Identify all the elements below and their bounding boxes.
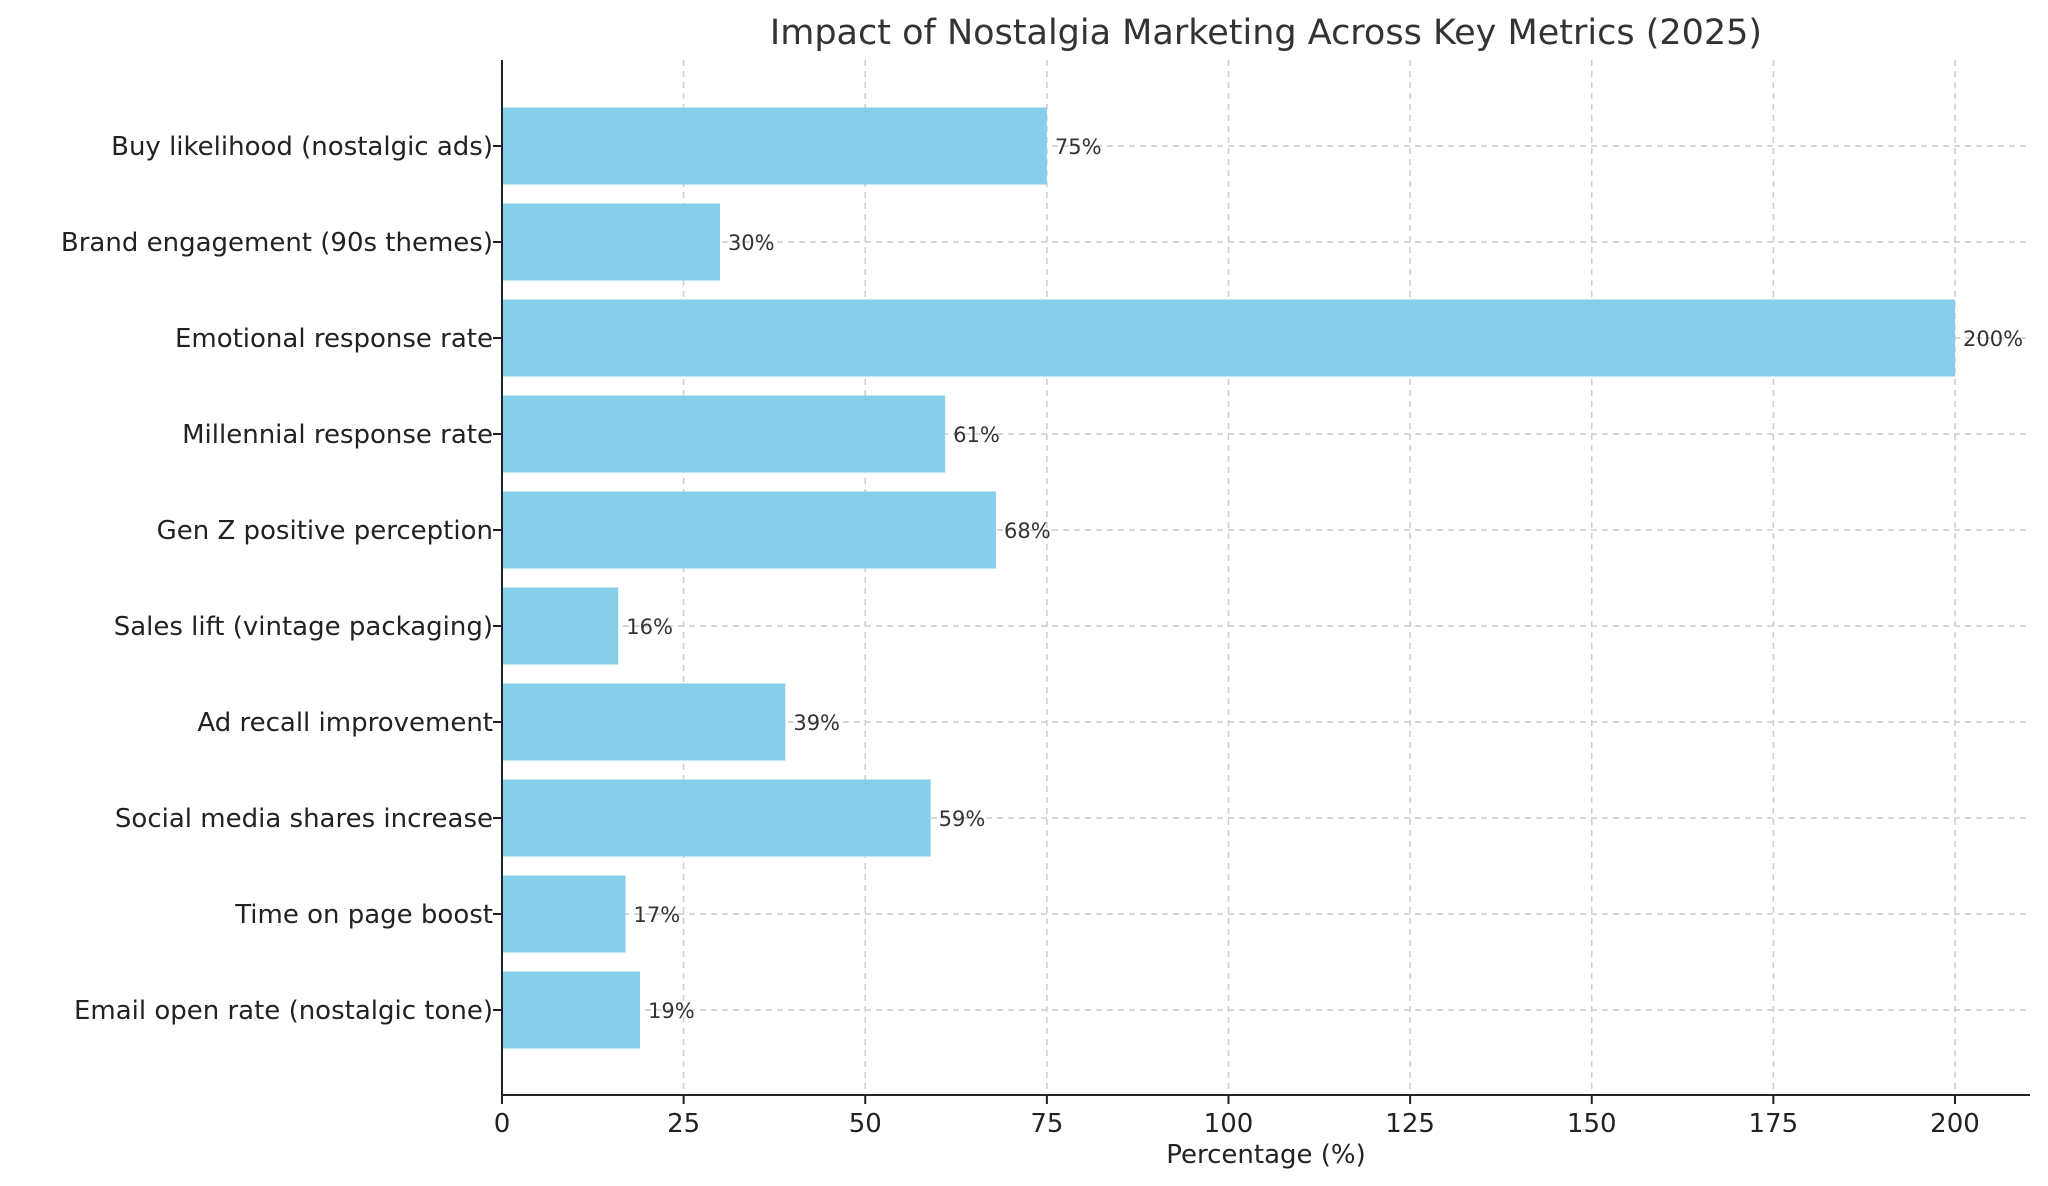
bar-value-label: 68% (1004, 519, 1051, 543)
category-label: Emotional response rate (175, 324, 493, 354)
bar (502, 683, 786, 761)
category-label: Millennial response rate (182, 420, 493, 450)
bar-value-label: 17% (634, 903, 681, 927)
bar-value-label: 200% (1963, 327, 2023, 351)
chart-title: Impact of Nostalgia Marketing Across Key… (770, 13, 1762, 53)
category-labels: Buy likelihood (nostalgic ads) Brand enga… (61, 132, 493, 1026)
bar (502, 203, 720, 281)
category-label: Email open rate (nostalgic tone) (74, 996, 493, 1026)
bar (502, 299, 1955, 377)
x-tick-label: 175 (1749, 1109, 1799, 1139)
category-label: Ad recall improvement (197, 708, 493, 738)
x-tick-label: 150 (1567, 1109, 1617, 1139)
bar (502, 587, 619, 665)
x-axis-ticks: 0 25 50 75 100 125 150 175 200 (493, 145, 1980, 1139)
bar (502, 491, 997, 569)
bar-value-label: 59% (939, 807, 986, 831)
category-label: Brand engagement (90s themes) (61, 228, 493, 258)
x-tick-label: 0 (494, 1109, 511, 1139)
bar-value-label: 19% (648, 999, 695, 1023)
bar (502, 875, 626, 953)
bar-value-label: 16% (626, 615, 673, 639)
bar-value-label: 30% (728, 231, 775, 255)
x-tick-label: 75 (1030, 1109, 1063, 1139)
bars: 75% 30% 200% 61% 68% 16% 39% 59% 17% 19% (502, 107, 2023, 1049)
x-tick-label: 200 (1930, 1109, 1980, 1139)
x-tick-label: 125 (1385, 1109, 1435, 1139)
category-label: Time on page boost (234, 900, 493, 930)
category-label: Buy likelihood (nostalgic ads) (111, 132, 493, 162)
x-tick-label: 100 (1204, 1109, 1254, 1139)
x-tick-label: 25 (667, 1109, 700, 1139)
bar (502, 395, 946, 473)
category-label: Social media shares increase (115, 804, 493, 834)
x-axis-title: Percentage (%) (1166, 1140, 1366, 1170)
bar (502, 779, 931, 857)
category-label: Sales lift (vintage packaging) (114, 612, 493, 642)
x-tick-label: 50 (849, 1109, 882, 1139)
gridlines (502, 60, 2030, 1095)
bar (502, 971, 641, 1049)
bar-value-label: 61% (953, 423, 1000, 447)
bar-value-label: 39% (793, 711, 840, 735)
bar (502, 107, 1047, 185)
bar-value-label: 75% (1055, 135, 1102, 159)
category-label: Gen Z positive perception (157, 516, 493, 546)
